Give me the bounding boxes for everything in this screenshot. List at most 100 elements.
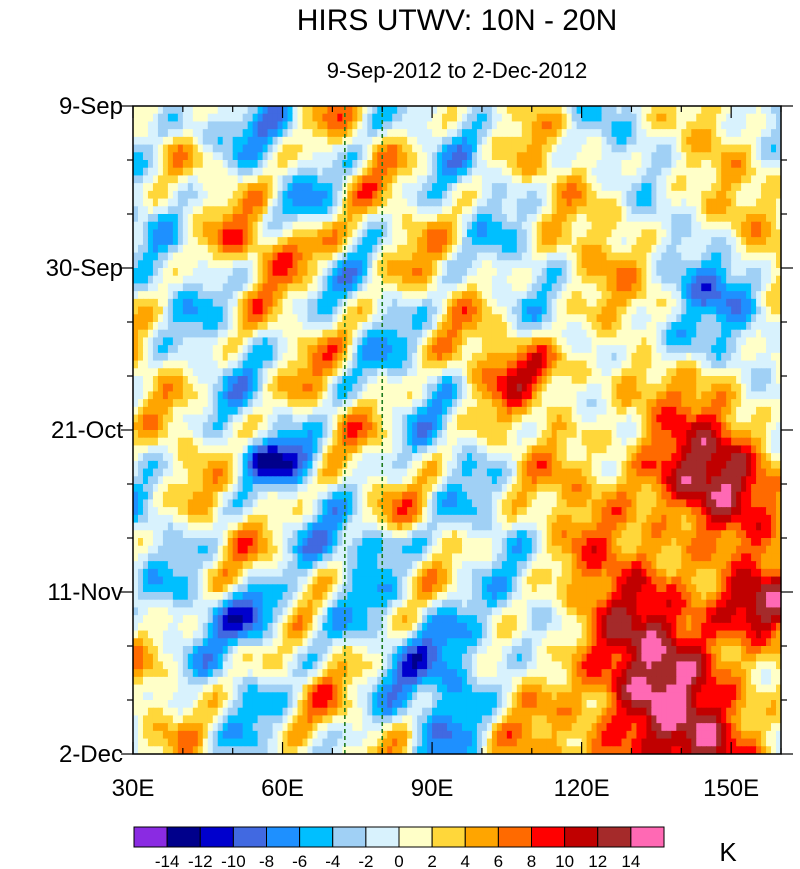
field-cell — [756, 167, 762, 177]
field-cell — [147, 391, 154, 400]
field-cell — [242, 167, 249, 177]
field-cell — [222, 136, 229, 146]
field-cell — [397, 183, 403, 192]
field-cell — [332, 175, 338, 184]
field-cell — [726, 376, 732, 385]
field-cell — [516, 160, 523, 169]
field-cell — [442, 183, 448, 192]
field-cell — [531, 337, 538, 346]
field-cell — [312, 160, 319, 169]
field-cell — [192, 244, 199, 254]
field-cell — [227, 229, 234, 238]
field-cell — [701, 167, 707, 177]
field-cell — [691, 214, 697, 223]
field-cell — [516, 275, 523, 285]
field-cell — [417, 376, 423, 385]
field-cell — [247, 244, 254, 254]
field-cell — [262, 322, 269, 331]
field-cell — [162, 376, 169, 385]
field-cell — [706, 360, 712, 369]
field-cell — [511, 106, 518, 115]
field-cell — [252, 183, 259, 192]
field-cell — [746, 206, 752, 215]
field-cell — [372, 337, 378, 346]
field-cell — [676, 306, 682, 315]
field-cell — [466, 383, 473, 393]
field-cell — [736, 175, 742, 184]
field-cell — [442, 167, 448, 177]
field-cell — [372, 252, 378, 261]
field-cell — [521, 314, 528, 323]
field-cell — [596, 237, 603, 246]
field-cell — [347, 352, 353, 362]
field-cell — [526, 190, 533, 200]
field-cell — [332, 283, 338, 292]
field-cell — [397, 391, 403, 400]
field-cell — [561, 291, 568, 300]
field-cell — [367, 183, 373, 192]
field-cell — [307, 314, 314, 323]
field-cell — [536, 183, 543, 192]
field-cell — [541, 337, 548, 346]
field-cell — [756, 360, 762, 369]
field-cell — [182, 298, 189, 308]
field-cell — [606, 121, 613, 130]
field-cell — [422, 322, 428, 331]
field-cell — [501, 237, 508, 246]
field-cell — [511, 206, 518, 215]
field-cell — [671, 322, 677, 331]
field-cell — [711, 337, 717, 346]
field-cell — [611, 252, 618, 261]
field-cell — [706, 229, 712, 238]
field-cell — [706, 121, 712, 130]
field-cell — [167, 144, 174, 153]
field-cell — [133, 314, 139, 323]
field-cell — [142, 252, 149, 261]
field-cell — [471, 198, 478, 207]
field-cell — [332, 291, 338, 300]
field-cell — [442, 283, 448, 292]
field-cell — [621, 244, 628, 254]
field-cell — [591, 113, 598, 123]
field-cell — [746, 352, 752, 362]
field-cell — [666, 306, 672, 315]
field-cell — [726, 144, 732, 153]
field-cell — [317, 252, 324, 261]
field-cell — [726, 190, 732, 200]
field-cell — [407, 383, 413, 393]
field-cell — [212, 352, 219, 362]
field-cell — [172, 229, 179, 238]
field-cell — [412, 275, 418, 285]
field-cell — [491, 306, 498, 315]
field-cell — [217, 244, 224, 254]
field-cell — [347, 198, 353, 207]
field-cell — [147, 237, 154, 246]
field-cell — [486, 383, 493, 393]
field-cell — [252, 190, 259, 200]
field-cell — [546, 214, 553, 223]
field-cell — [751, 206, 757, 215]
field-cell — [516, 391, 523, 400]
field-cell — [591, 360, 598, 369]
field-cell — [676, 221, 682, 231]
field-cell — [142, 306, 149, 315]
field-cell — [491, 275, 498, 285]
field-cell — [496, 268, 503, 277]
field-cell — [272, 214, 279, 223]
field-cell — [646, 221, 652, 231]
field-cell — [202, 391, 209, 400]
field-cell — [337, 129, 343, 138]
field-cell — [407, 221, 413, 231]
field-cell — [247, 399, 254, 408]
field-cell — [362, 160, 368, 169]
field-cell — [606, 221, 613, 231]
field-cell — [756, 298, 762, 308]
field-cell — [491, 167, 498, 177]
field-cell — [596, 260, 603, 269]
field-cell — [606, 322, 613, 331]
field-cell — [337, 221, 343, 231]
field-cell — [621, 152, 628, 161]
field-cell — [307, 391, 314, 400]
field-cell — [706, 144, 712, 153]
field-cell — [202, 352, 209, 362]
